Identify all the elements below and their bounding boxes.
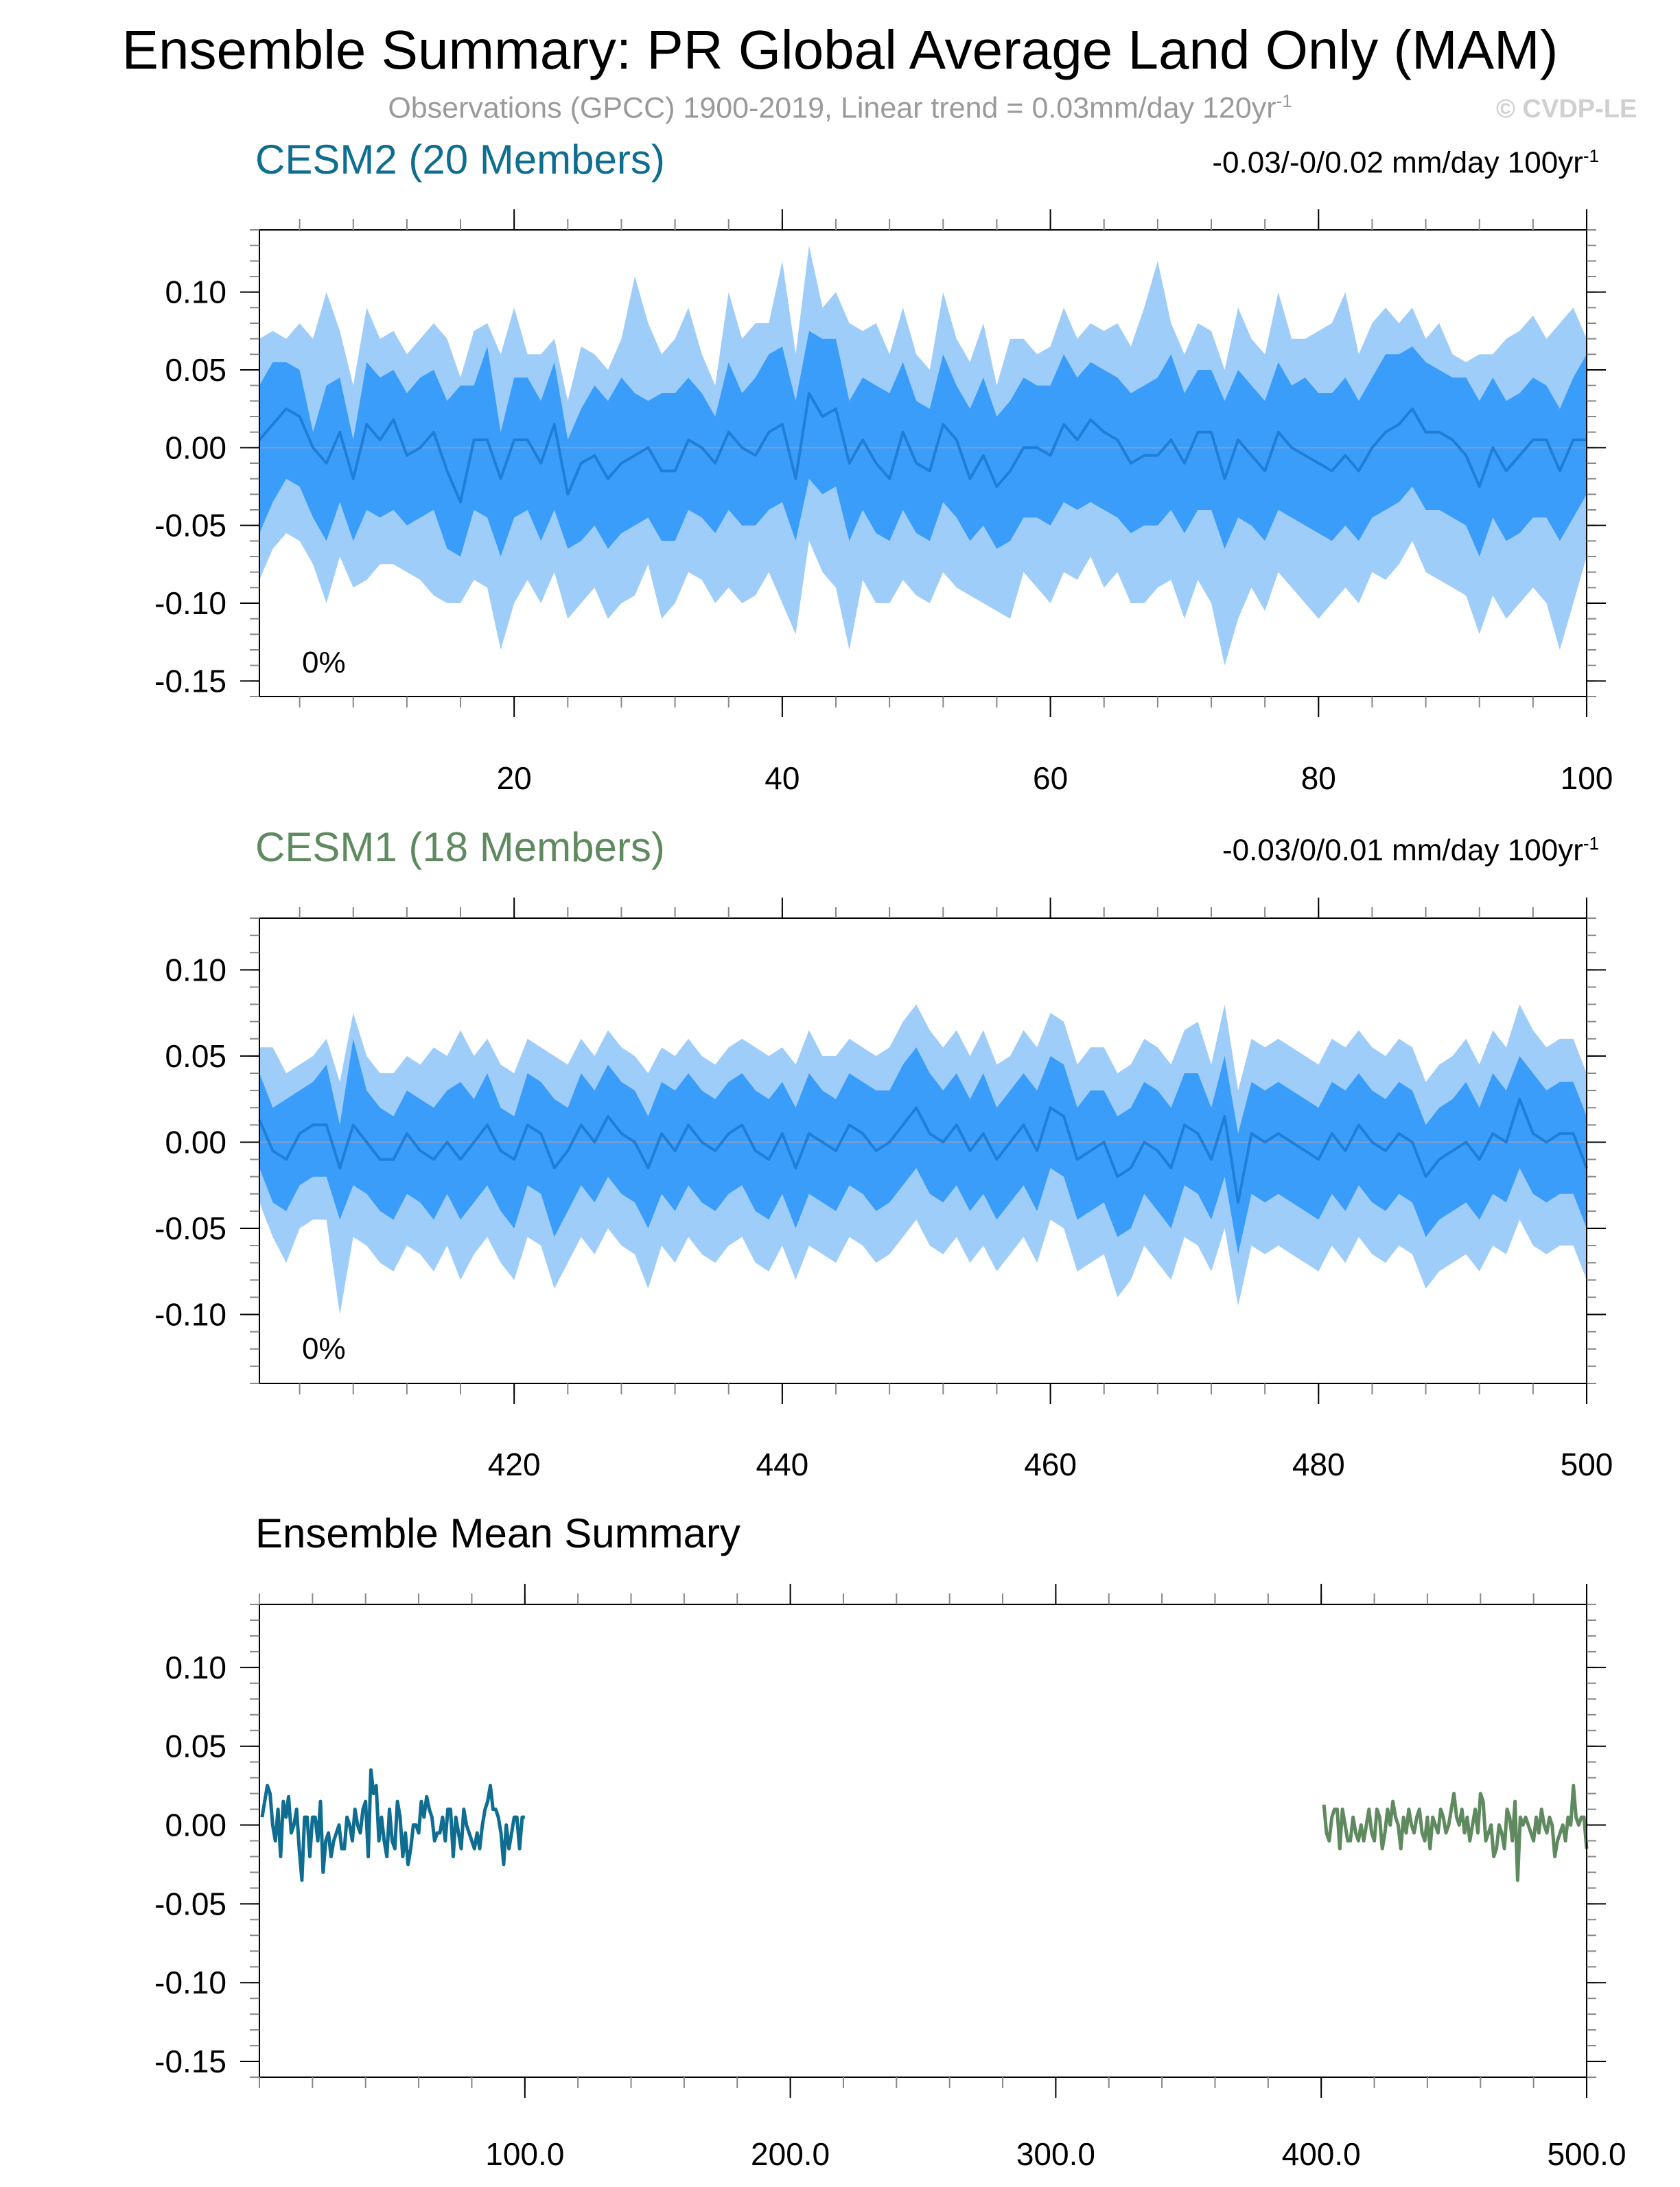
- panel1-trend-exponent: -1: [1583, 145, 1599, 166]
- y-tick-label: -0.15: [154, 663, 226, 699]
- y-tick-label: -0.10: [154, 585, 226, 621]
- panel2-trend: -0.03/0/0.01 mm/day 100yr-1: [1222, 833, 1599, 868]
- x-tick-label: 300.0: [1016, 2136, 1095, 2172]
- subtitle: Observations (GPCC) 1900-2019, Linear tr…: [0, 91, 1680, 125]
- panel2-trend-text: -0.03/0/0.01 mm/day 100yr: [1222, 833, 1583, 867]
- x-tick-label: 100.0: [485, 2136, 564, 2172]
- y-tick-label: -0.05: [154, 1211, 226, 1246]
- x-tick-label: 480: [1292, 1447, 1345, 1482]
- x-tick-label: 80: [1301, 760, 1336, 796]
- y-tick-label: 0.00: [165, 1808, 226, 1843]
- panel2-trend-exponent: -1: [1583, 833, 1599, 854]
- x-tick-label: 200.0: [751, 2136, 830, 2172]
- x-tick-label: 60: [1033, 760, 1068, 796]
- panel3-title: Ensemble Mean Summary: [255, 1510, 740, 1556]
- percent-label: 0%: [302, 646, 346, 679]
- subtitle-text: Observations (GPCC) 1900-2019, Linear tr…: [388, 91, 1276, 125]
- x-tick-label: 420: [488, 1447, 541, 1482]
- y-tick-label: 0.10: [165, 274, 226, 310]
- y-tick-label: -0.10: [154, 1297, 226, 1333]
- subtitle-exponent: -1: [1276, 91, 1292, 111]
- panel1-trend: -0.03/-0/0.02 mm/day 100yr-1: [1212, 145, 1599, 180]
- chart-panel-3: 0.10 0.05 0.00 -0.05 -0.10 -0.15 100.0 200.0 300…: [154, 1584, 1626, 2172]
- chart-panel-2: 0% 0.10 0.05 0.00 -0.05 -0.10 420 440 460 480 500: [154, 898, 1613, 1482]
- chart-panel-1: 0% 0.10 0.05 0.00 -0.05 -0.10 -0.15 20 40 60 80 100: [154, 209, 1613, 796]
- plot-frame: [259, 917, 1587, 1384]
- y-tick-label: -0.05: [154, 508, 226, 543]
- x-tick-label: 440: [756, 1447, 809, 1482]
- panel1-title: CESM2 (20 Members): [255, 137, 665, 183]
- inner-spread-band: [259, 331, 1587, 557]
- x-tick-label: 500: [1561, 1447, 1613, 1482]
- copyright-label: © CVDP-LE: [1496, 95, 1637, 124]
- y-tick-label: 0.05: [165, 1729, 226, 1764]
- x-tick-label: 500.0: [1547, 2136, 1626, 2172]
- series-line-2: [1322, 1783, 1589, 1882]
- y-tick-label: 0.05: [165, 352, 226, 388]
- panel1-trend-text: -0.03/-0/0.02 mm/day 100yr: [1212, 145, 1583, 180]
- page-title: Ensemble Summary: PR Global Average Land…: [121, 19, 1559, 80]
- y-tick-label: 0.05: [165, 1038, 226, 1074]
- y-tick-label: -0.10: [154, 1965, 226, 2000]
- y-tick-label: 0.10: [165, 952, 226, 987]
- x-tick-label: 100: [1561, 760, 1613, 796]
- ensemble-mean-line: [258, 1097, 1588, 1204]
- y-tick-label: 0.00: [165, 1124, 226, 1160]
- percent-label: 0%: [302, 1332, 346, 1366]
- x-tick-label: 40: [765, 760, 800, 796]
- ensemble-mean-line: [258, 392, 1587, 504]
- x-tick-label: 400.0: [1282, 2136, 1361, 2172]
- y-tick-label: -0.15: [154, 2044, 226, 2079]
- y-tick-label: -0.05: [154, 1886, 226, 1921]
- panel2-title: CESM1 (18 Members): [255, 824, 665, 870]
- inner-spread-band: [259, 1038, 1587, 1254]
- y-tick-label: 0.10: [165, 1650, 226, 1685]
- y-tick-label: 0.00: [165, 430, 226, 465]
- series-line-1: [260, 1768, 525, 1882]
- x-tick-label: 20: [497, 760, 532, 796]
- x-tick-label: 460: [1024, 1447, 1077, 1482]
